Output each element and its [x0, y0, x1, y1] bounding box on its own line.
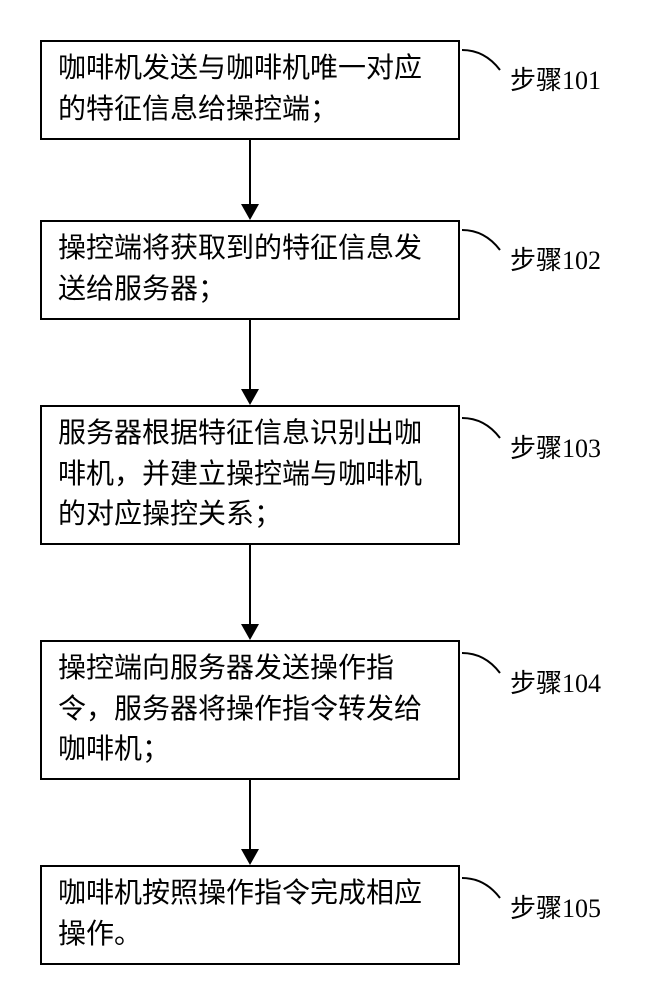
leader-line: [460, 416, 504, 442]
step-text: 咖啡机按照操作指令完成相应操作。: [58, 874, 442, 955]
step-box-s102: 操控端将获取到的特征信息发送给服务器；: [40, 220, 460, 320]
arrow-s104-s105: [232, 780, 268, 865]
leader-line: [460, 48, 504, 74]
arrow-s102-s103: [232, 320, 268, 405]
step-label-s104: 步骤104: [510, 663, 601, 700]
arrow-s101-s102: [232, 140, 268, 220]
step-label-s103: 步骤103: [510, 428, 601, 465]
step-box-s104: 操控端向服务器发送操作指令，服务器将操作指令转发给咖啡机；: [40, 640, 460, 780]
step-text: 操控端向服务器发送操作指令，服务器将操作指令转发给咖啡机；: [58, 649, 442, 771]
step-box-s103: 服务器根据特征信息识别出咖啡机，并建立操控端与咖啡机的对应操控关系；: [40, 405, 460, 545]
step-label-s101: 步骤101: [510, 60, 601, 97]
step-text: 服务器根据特征信息识别出咖啡机，并建立操控端与咖啡机的对应操控关系；: [58, 414, 442, 536]
flowchart-container: 咖啡机发送与咖啡机唯一对应的特征信息给操控端； 步骤101 操控端将获取到的特征信息…: [0, 0, 662, 1000]
leader-line: [460, 651, 504, 677]
step-text: 操控端将获取到的特征信息发送给服务器；: [58, 229, 442, 310]
step-label-s105: 步骤105: [510, 888, 601, 925]
leader-line: [460, 228, 504, 254]
step-box-s105: 咖啡机按照操作指令完成相应操作。: [40, 865, 460, 965]
step-label-s102: 步骤102: [510, 240, 601, 277]
step-text: 咖啡机发送与咖啡机唯一对应的特征信息给操控端；: [58, 49, 442, 130]
leader-line: [460, 876, 504, 902]
step-box-s101: 咖啡机发送与咖啡机唯一对应的特征信息给操控端；: [40, 40, 460, 140]
arrow-s103-s104: [232, 545, 268, 640]
